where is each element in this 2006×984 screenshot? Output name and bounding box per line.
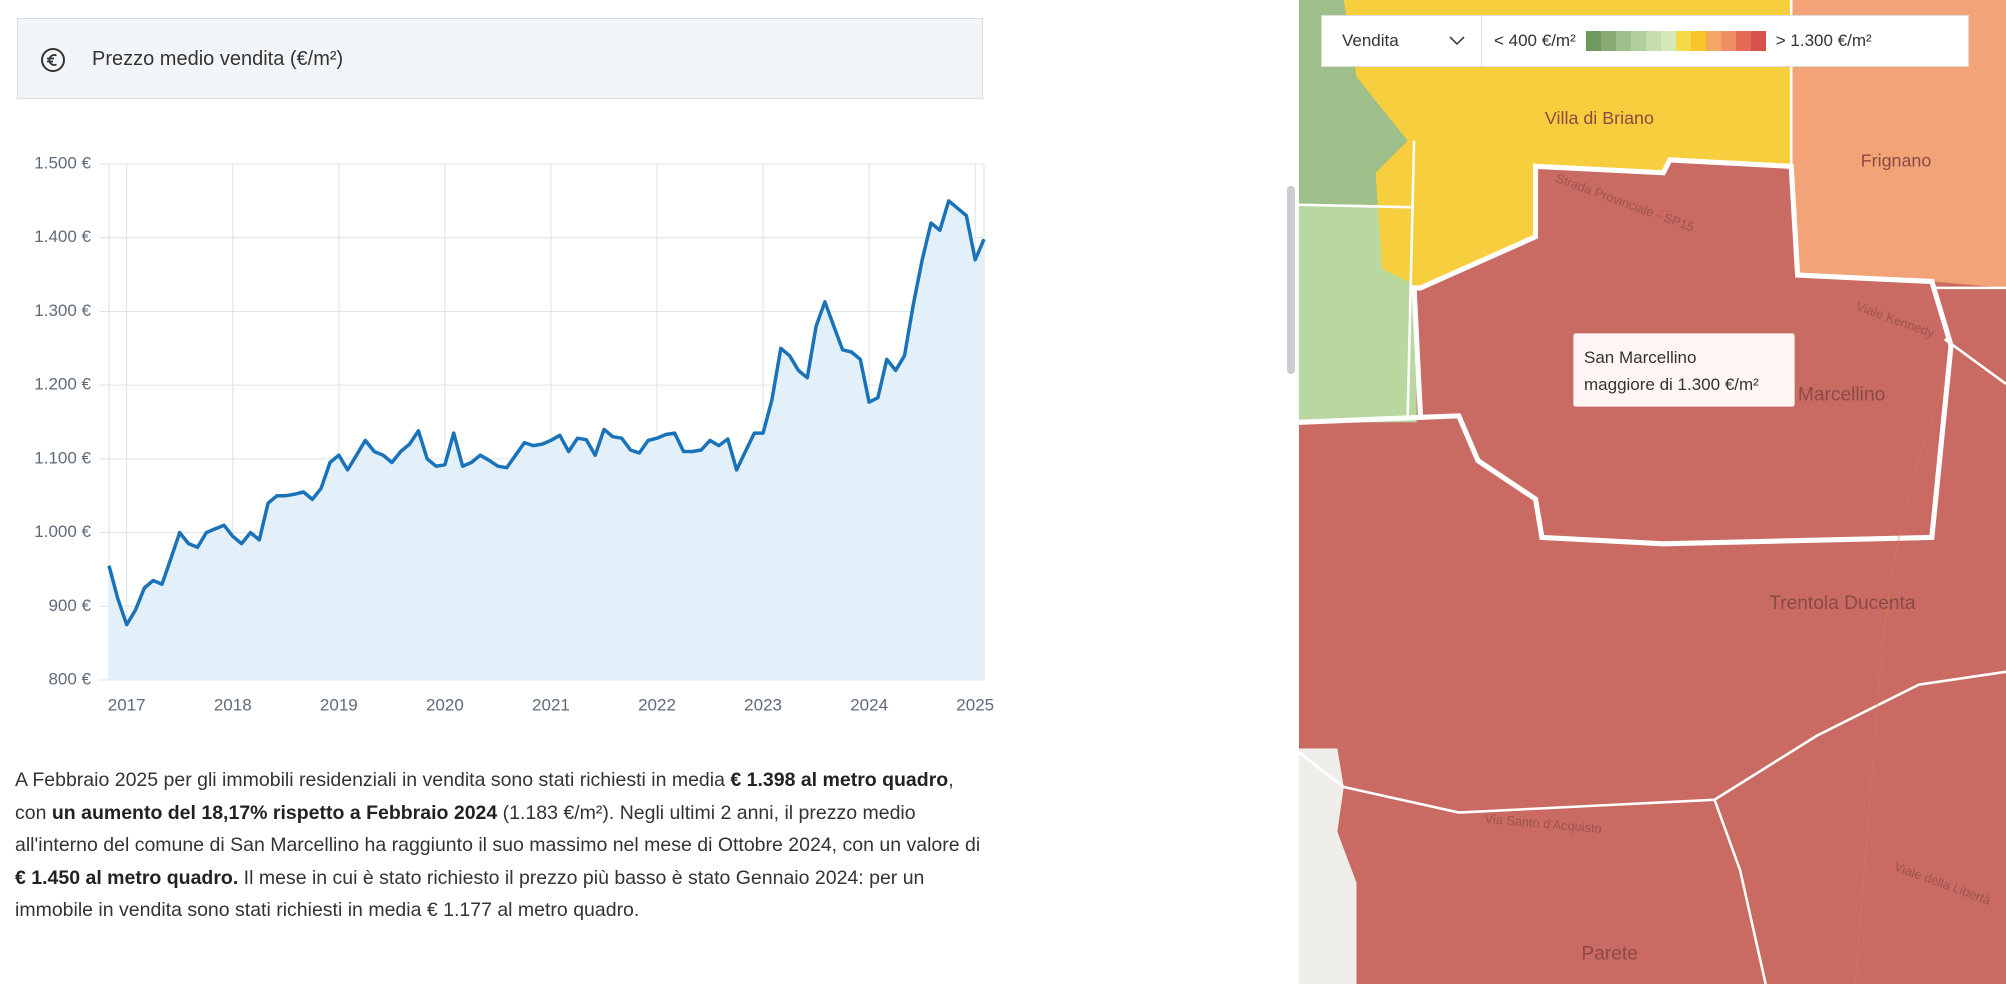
- legend-swatch: [1690, 31, 1706, 51]
- legend-min: < 400 €/m²: [1494, 31, 1576, 50]
- y-tick-label: 1.100 €: [34, 448, 91, 467]
- chevron: [1449, 36, 1465, 46]
- x-tick-label: 2020: [426, 695, 464, 714]
- y-tick-label: 1.500 €: [34, 153, 91, 172]
- legend-swatch: [1600, 31, 1616, 51]
- text: , con: [15, 769, 954, 824]
- legend-swatch: [1735, 31, 1751, 51]
- map-legend: Vendita < 400 €/m² > 1.300 €/m²: [1321, 15, 1969, 67]
- euro-icon: [41, 48, 65, 72]
- legend-swatch: [1615, 31, 1631, 51]
- highlight: € 1.450 al metro quadro.: [15, 866, 239, 889]
- x-tick-label: 2018: [214, 695, 252, 714]
- y-tick-label: 1.000 €: [34, 522, 91, 541]
- contract-selector[interactable]: Vendita: [1322, 16, 1482, 66]
- description: A Febbraio 2025 per gli immobili residen…: [15, 764, 990, 927]
- legend-swatch: [1630, 31, 1646, 51]
- place-label: Parete: [1581, 944, 1637, 965]
- map[interactable]: Villa di Briano Frignano San Marcellino Tre…: [1299, 0, 2006, 984]
- x-tick-label: 2017: [108, 695, 146, 714]
- place-label: Frignano: [1861, 150, 1932, 170]
- line: [107, 199, 986, 627]
- tooltip-value: maggiore di 1.300 €/m²: [1584, 375, 1759, 394]
- text: (1.183 €/m²). Negli ultimi 2 anni, il pr…: [15, 801, 981, 857]
- place-label: Villa di Briano: [1545, 108, 1654, 128]
- area: [109, 200, 984, 680]
- legend-swatch: [1675, 31, 1691, 51]
- y-tick-label: 1.200 €: [34, 375, 91, 394]
- text: A Febbraio 2025 per gli immobili residen…: [15, 769, 731, 791]
- legend-swatch: [1660, 31, 1676, 51]
- legend-swatch: [1750, 31, 1766, 51]
- text: Il mese in cui è stato richiesto il prez…: [15, 866, 925, 922]
- chart-title: Prezzo medio vendita (€/m²): [92, 48, 344, 70]
- x-tick-label: 2021: [532, 695, 570, 714]
- x-tick-label: 2024: [850, 695, 888, 714]
- y-tick-label: 1.300 €: [34, 301, 91, 320]
- y-tick-label: 800 €: [48, 669, 91, 688]
- legend-max: > 1.300 €/m²: [1775, 31, 1872, 50]
- y-tick-label: 900 €: [48, 596, 91, 615]
- highlight: un aumento del 18,17% rispetto a Febbrai…: [51, 801, 498, 824]
- selector-label: Vendita: [1342, 31, 1399, 50]
- legend-swatch: [1720, 31, 1736, 51]
- y-tick-label: 1.400 €: [34, 227, 91, 246]
- highlight: € 1.398 al metro quadro: [730, 769, 949, 791]
- scrollbar[interactable]: [1287, 186, 1295, 374]
- legend-scale: [1585, 31, 1766, 51]
- x-tick-label: 2023: [744, 695, 782, 714]
- legend-swatch: [1645, 31, 1661, 51]
- x-tick-label: 2025: [956, 695, 994, 714]
- chart-header: Prezzo medio vendita (€/m²): [17, 18, 983, 99]
- x-tick-label: 2019: [320, 695, 358, 714]
- legend-swatch: [1705, 31, 1721, 51]
- legend-swatch: [1585, 31, 1601, 51]
- map-tooltip: San Marcellino maggiore di 1.300 €/m²: [1573, 333, 1795, 407]
- place-label: Trentola Ducenta: [1769, 593, 1916, 614]
- tooltip-name: San Marcellino: [1584, 348, 1697, 367]
- x-tick-label: 2022: [638, 695, 676, 714]
- chart: 800 € 900 € 1.000 € 1.100 € 1.200 € 1.300 € 1.…: [34, 153, 994, 714]
